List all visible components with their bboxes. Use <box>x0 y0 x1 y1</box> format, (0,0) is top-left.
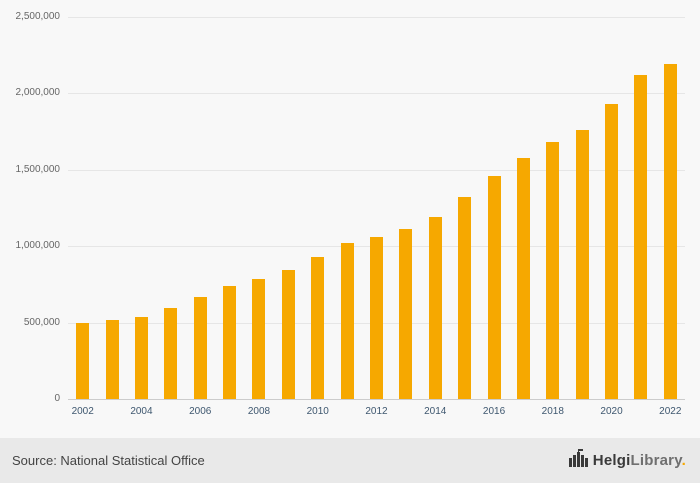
y-tick-label: 1,000,000 <box>15 240 61 252</box>
bar-2002[interactable] <box>76 322 90 399</box>
bar-2006[interactable] <box>193 297 207 399</box>
x-tick-label-2020: 2020 <box>600 406 623 417</box>
bar-2003[interactable] <box>105 320 119 399</box>
logo-brand-secondary: Library <box>630 452 682 469</box>
bar-2021[interactable] <box>634 75 648 399</box>
bar-2019[interactable] <box>575 130 589 399</box>
bar-2005[interactable] <box>164 308 178 399</box>
bar-2010[interactable] <box>311 256 325 399</box>
logo-brand-primary: Helgi <box>592 452 631 469</box>
bar-2015[interactable] <box>458 197 472 399</box>
bar-2014[interactable] <box>428 217 442 399</box>
x-tick-label-2014: 2014 <box>424 406 447 417</box>
gridline <box>68 93 685 95</box>
x-tick-label-2008: 2008 <box>247 406 271 417</box>
gridline <box>68 169 685 171</box>
y-tick-label: 2,000,000 <box>15 87 61 99</box>
x-tick-label-2016: 2016 <box>482 406 506 417</box>
bar-2004[interactable] <box>134 317 148 399</box>
gridline <box>68 17 685 18</box>
x-tick-label-2022: 2022 <box>659 406 682 417</box>
bar-2009[interactable] <box>281 269 295 399</box>
bar-2007[interactable] <box>223 285 237 399</box>
x-tick-label-2002: 2002 <box>71 406 94 417</box>
bar-2022[interactable] <box>663 64 677 399</box>
bar-2016[interactable] <box>487 175 501 399</box>
y-tick-label: 2,500,000 <box>15 11 61 22</box>
x-tick-label-2004: 2004 <box>130 406 153 417</box>
bar-2011[interactable] <box>340 243 354 399</box>
plot-area <box>68 17 685 400</box>
footer: Source: National Statistical Office Helg… <box>0 438 700 483</box>
logo-suffix: . <box>681 452 686 469</box>
bar-2017[interactable] <box>516 157 530 399</box>
bar-2020[interactable] <box>605 104 619 399</box>
logo-text: HelgiLibrary. <box>593 452 686 469</box>
bar-2008[interactable] <box>252 279 266 399</box>
x-tick-label-2006: 2006 <box>189 406 212 417</box>
bar-2012[interactable] <box>370 237 383 399</box>
x-axis-line <box>68 399 685 400</box>
helgi-library-logo: HelgiLibrary. <box>568 449 686 472</box>
source-text: Source: National Statistical Office <box>12 453 205 468</box>
chart: 0 500,000 1,000,000 1,500,000 2,000,000 2,500… <box>15 11 685 417</box>
y-tick-label: 0 <box>54 393 60 404</box>
bar-2013[interactable] <box>399 228 413 399</box>
y-tick-label: 500,000 <box>23 316 60 328</box>
x-tick-label-2012: 2012 <box>365 406 388 417</box>
y-tick-label: 1,500,000 <box>15 163 61 175</box>
bar-building-icon <box>568 449 588 472</box>
x-tick-label-2018: 2018 <box>541 406 564 417</box>
x-tick-label-2010: 2010 <box>306 406 329 417</box>
bar-2018[interactable] <box>546 142 560 399</box>
